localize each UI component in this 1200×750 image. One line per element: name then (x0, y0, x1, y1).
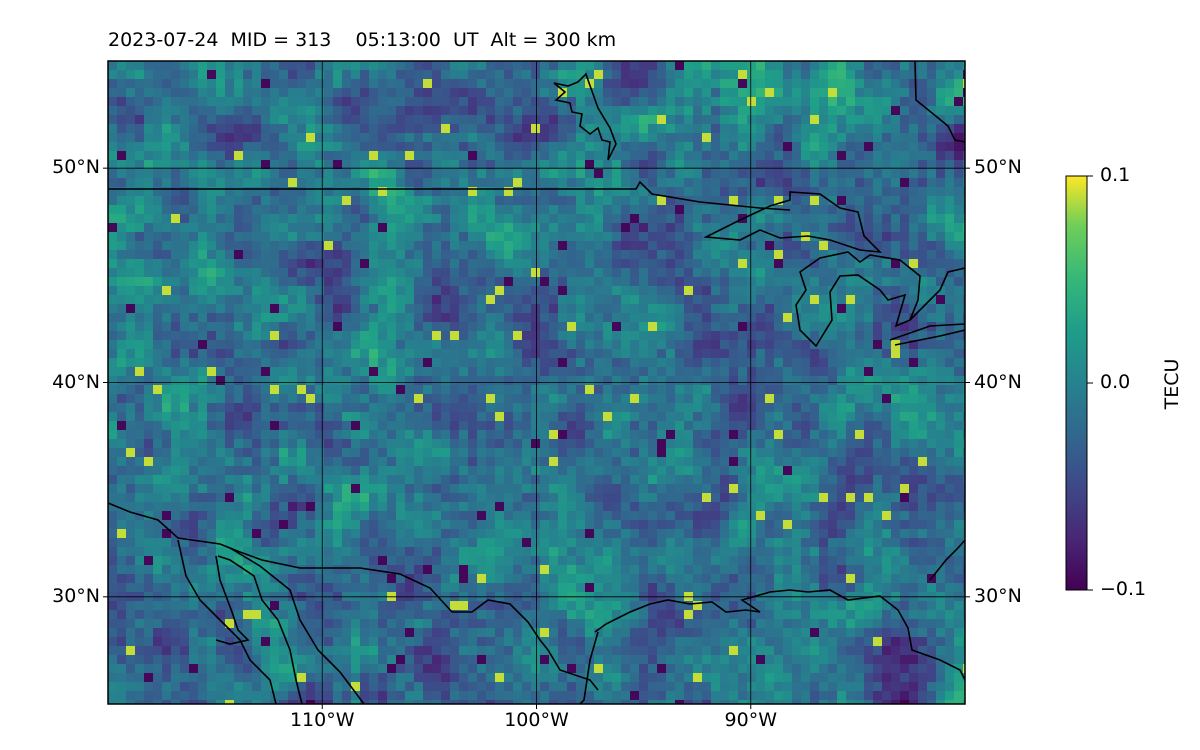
colorbar-tick-label: −0.1 (1100, 578, 1147, 600)
gridlines (108, 61, 965, 704)
baja-california (177, 539, 303, 704)
us-canada-border (108, 180, 791, 211)
us-mexico-border (108, 502, 599, 691)
lon-tick-label: 100°W (504, 709, 569, 731)
colorbar-tick-label: 0.0 (1100, 371, 1131, 393)
lat-tick-label-left: 40°N (52, 370, 100, 393)
tec-field-raster (108, 61, 965, 704)
lat-tick-label-left: 30°N (52, 584, 100, 607)
coastlines-borders (108, 61, 965, 704)
mexico-gulf-coast (579, 631, 599, 704)
colorbar-tick-label: 0.1 (1100, 164, 1131, 186)
lake-superior (703, 191, 883, 254)
lat-tick-label-right: 50°N (974, 156, 1022, 179)
colorbar-label: TECU (1161, 358, 1183, 410)
florida-west (929, 539, 965, 581)
lon-tick-label: 110°W (289, 709, 355, 731)
lon-tick-label: 90°W (724, 709, 777, 731)
figure-title: 2023-07-24 MID = 313 05:13:00 UT Alt = 3… (108, 29, 617, 51)
lake-winnipeg (553, 72, 617, 161)
map-tick-marks (103, 167, 970, 709)
gulf-coast (594, 589, 965, 681)
lat-tick-label-right: 40°N (974, 370, 1022, 393)
mexico-mainland-coast (229, 547, 365, 704)
lake-michigan (795, 251, 921, 348)
colorbar-ticks (1087, 175, 1093, 591)
lat-tick-label-right: 30°N (974, 584, 1022, 607)
hudson-east (914, 61, 965, 143)
lat-tick-label-left: 50°N (52, 156, 100, 179)
colorbar (1065, 175, 1088, 591)
lake-huron-erie (889, 267, 965, 346)
